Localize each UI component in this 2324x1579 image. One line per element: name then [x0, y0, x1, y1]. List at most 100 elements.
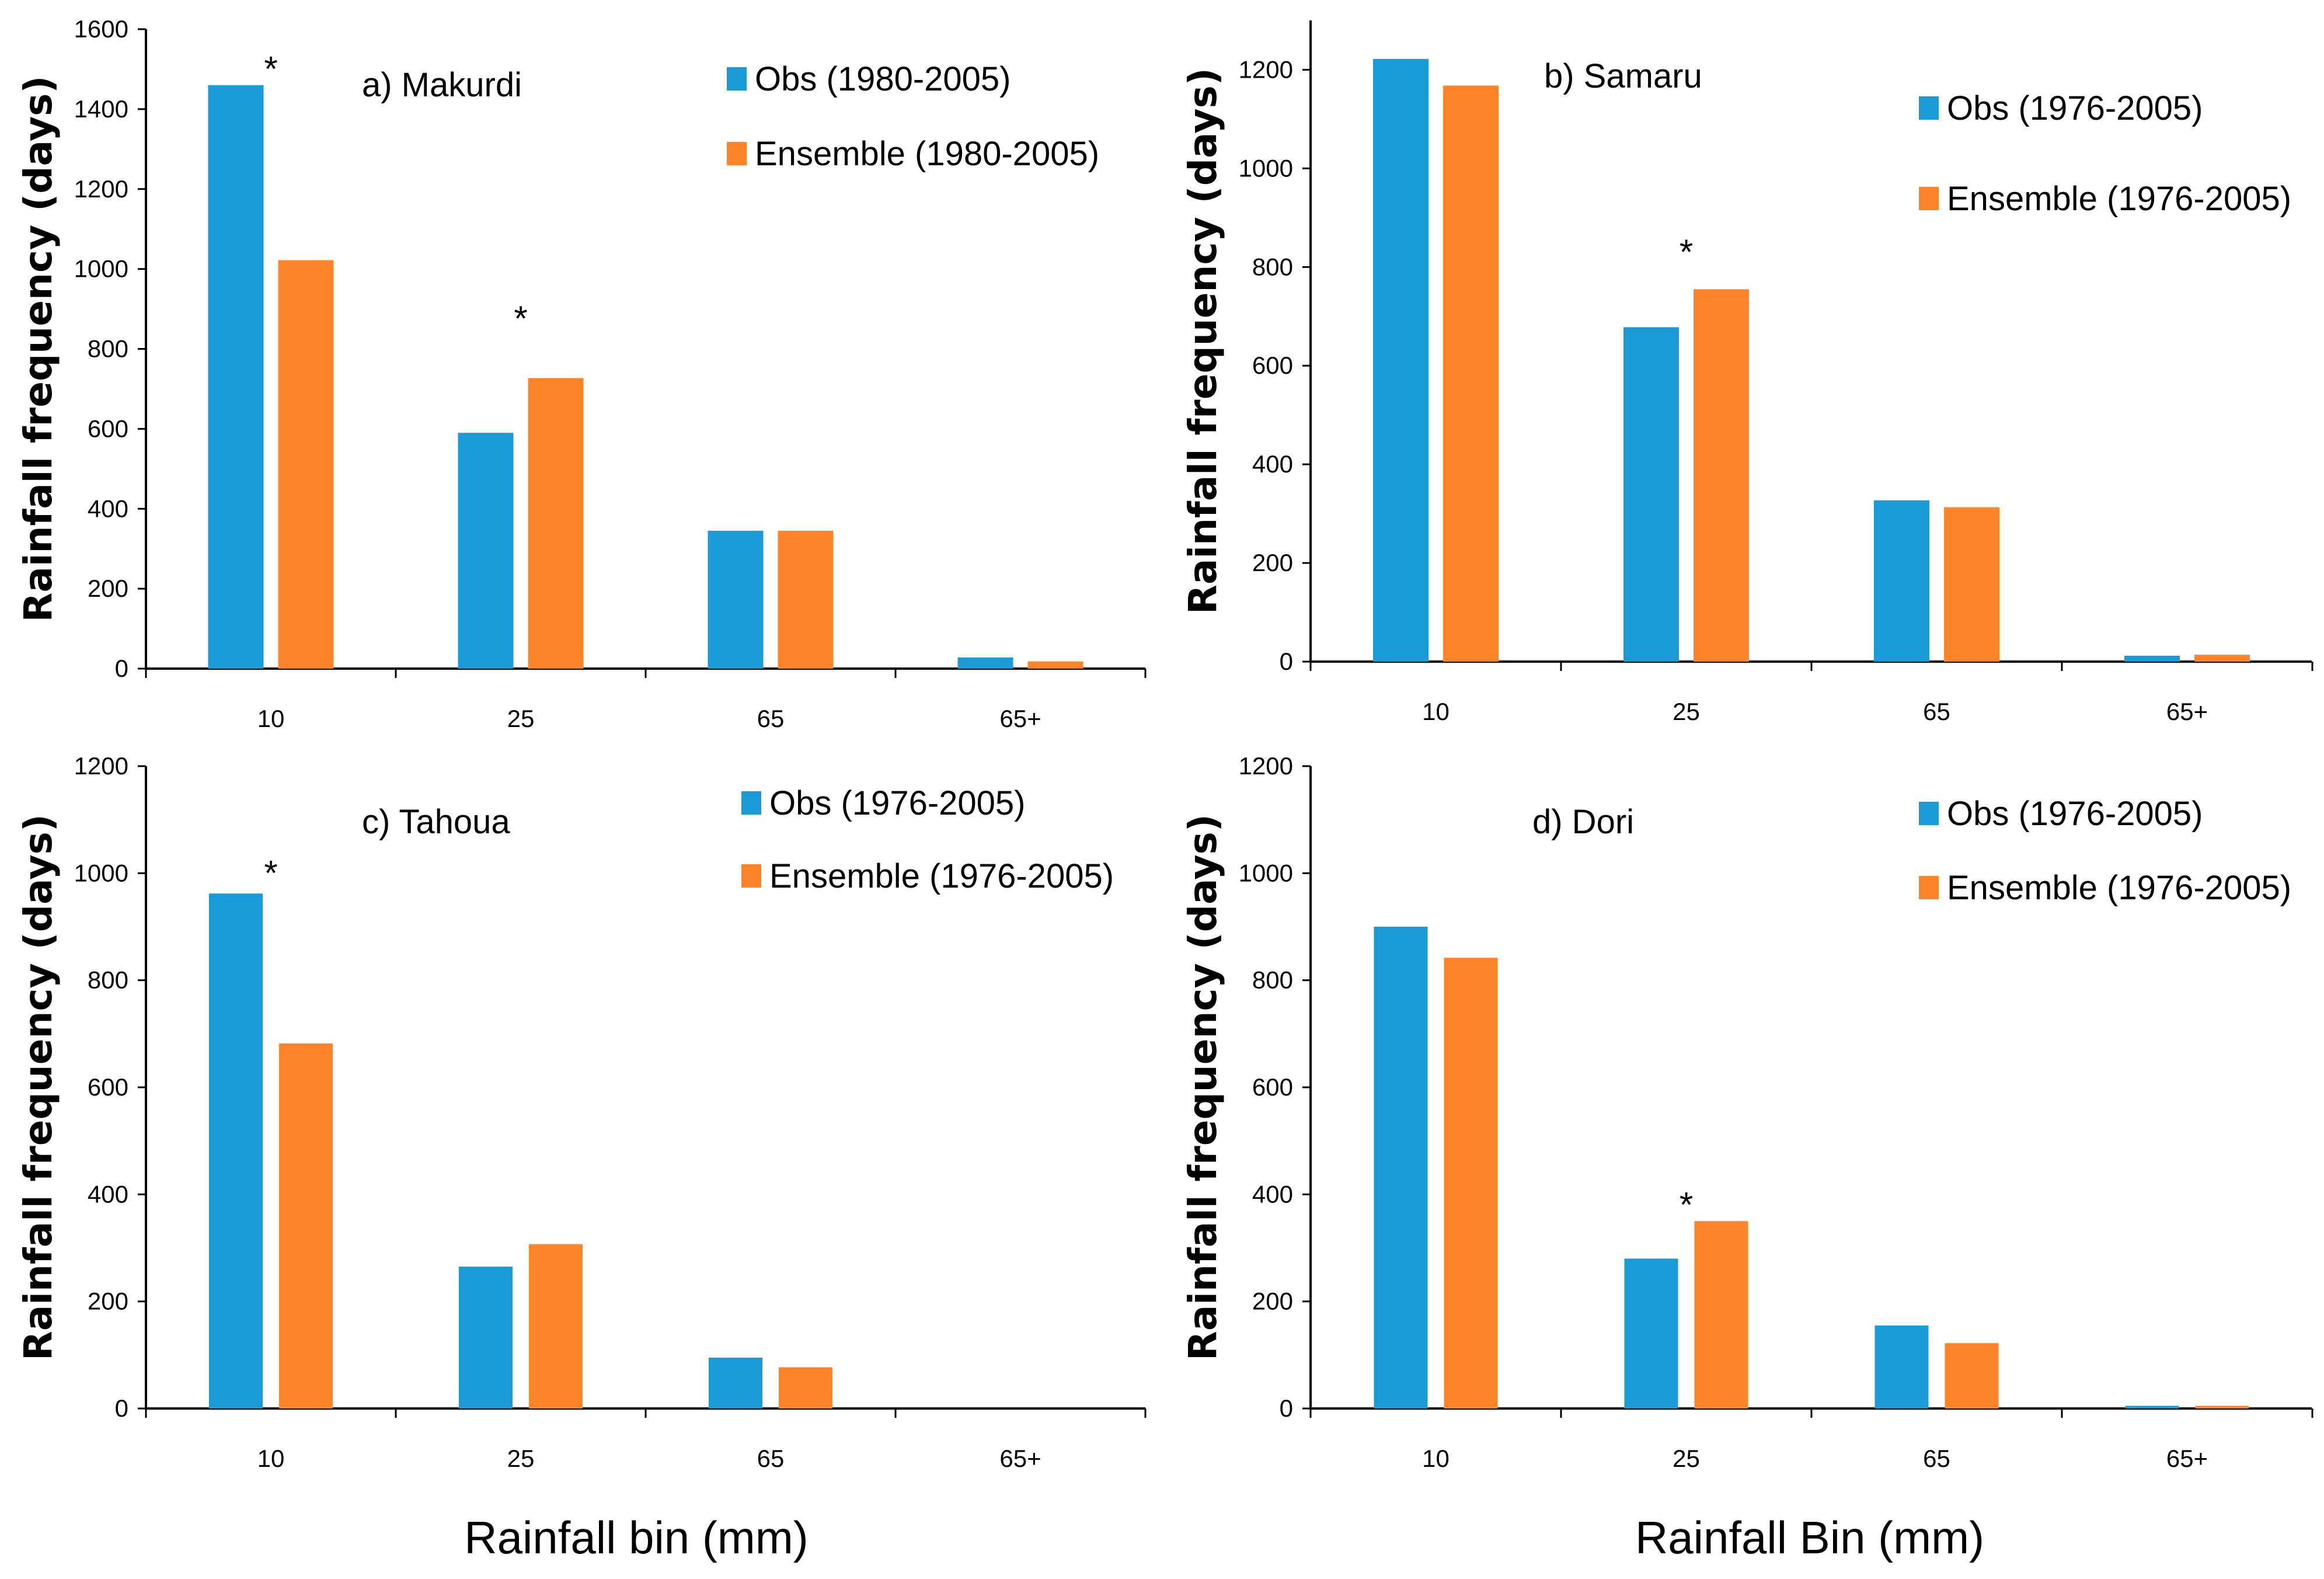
legend-label-ensemble: Ensemble (1976-2005) [1947, 869, 2291, 907]
bar-ensemble [1694, 289, 1749, 662]
legend-swatch-obs [741, 791, 761, 815]
legend-label-ensemble: Ensemble (1976-2005) [769, 857, 1114, 895]
chart-panel-4: 0 200 400 600 800 1000 1200 10 25 65 65+ * Rainfall … [1180, 752, 2313, 1472]
legend-swatch-ensemble [1919, 187, 1939, 210]
y-tick-label: 1200 [1239, 55, 1293, 83]
y-tick-label: 0 [115, 655, 128, 682]
chart-panel-3: 0 200 400 600 800 1000 1200 10 25 65 65+ * Rainfall … [16, 752, 1147, 1472]
legend-swatch-obs [1919, 96, 1939, 120]
bar-ensemble [1443, 85, 1499, 662]
y-tick-label: 1000 [74, 255, 128, 283]
x-tick-label: 65+ [2166, 698, 2208, 725]
x-tick-label: 65+ [999, 1445, 1041, 1472]
y-axis-label: Rainfall frequency (days) [1180, 68, 1225, 614]
bar-ensemble [778, 530, 834, 669]
x-tick-label: 25 [1673, 698, 1700, 725]
panel-title: c) Tahoua [362, 803, 510, 841]
significance-marker: * [264, 853, 277, 892]
bar-obs [1374, 927, 1428, 1408]
x-axis-label-right: Rainfall Bin (mm) [1635, 1512, 1984, 1563]
y-tick-label: 200 [1252, 1288, 1293, 1315]
y-tick-label: 400 [88, 495, 128, 522]
bar-obs [2125, 1406, 2179, 1408]
x-tick-label: 65 [1923, 698, 1950, 725]
bar-obs [209, 893, 263, 1408]
y-axis-label: Rainfall frequency (days) [16, 76, 61, 622]
x-tick-label: 10 [1422, 698, 1450, 725]
bar-ensemble [1944, 507, 1999, 662]
bar-obs [2124, 655, 2180, 662]
panel-title: a) Makurdi [362, 66, 522, 104]
y-tick-label: 200 [88, 575, 128, 602]
y-axis-label: Rainfall frequency (days) [1180, 814, 1225, 1361]
bar-ensemble [279, 1043, 333, 1408]
legend-label-ensemble: Ensemble (1976-2005) [1947, 180, 2291, 218]
x-tick-label: 10 [257, 705, 285, 732]
y-tick-label: 600 [1252, 1073, 1293, 1101]
y-tick-label: 400 [1252, 1180, 1293, 1208]
bar-ensemble [528, 378, 584, 669]
panel-title: d) Dori [1532, 803, 1634, 841]
y-tick-label: 800 [1252, 253, 1293, 280]
bar-ensemble [1444, 958, 1498, 1408]
legend-swatch-obs [727, 67, 747, 91]
x-axis-label-left: Rainfall bin (mm) [464, 1512, 808, 1563]
y-tick-label: 1000 [1239, 154, 1293, 182]
y-tick-label: 0 [1280, 1394, 1293, 1422]
y-tick-label: 1200 [74, 175, 128, 203]
y-tick-label: 800 [88, 335, 128, 363]
y-tick-label: 1600 [74, 15, 128, 43]
x-tick-label: 65+ [2166, 1445, 2208, 1472]
bar-obs [1373, 58, 1428, 662]
panel-title: b) Samaru [1544, 57, 1702, 95]
y-axis-label: Rainfall frequency (days) [16, 814, 61, 1361]
y-tick-label: 600 [88, 1073, 128, 1101]
bar-obs [1623, 327, 1679, 662]
x-tick-label: 25 [507, 1445, 535, 1472]
x-tick-label: 65 [1923, 1445, 1950, 1472]
legend-swatch-ensemble [741, 864, 761, 888]
legend-label-obs: Obs (1980-2005) [755, 60, 1011, 98]
y-tick-label: 600 [1252, 352, 1293, 379]
bar-obs [458, 433, 514, 669]
legend-swatch-ensemble [727, 142, 747, 165]
significance-marker: * [514, 299, 527, 338]
bar-ensemble [2195, 1406, 2249, 1408]
significance-marker: * [264, 49, 277, 88]
chart-panel-1: 0 200 400 600 800 1000 1200 1400 1600 10 25 65 65+ * *… [16, 15, 1147, 732]
chart-panel-2: 0 200 400 600 800 1000 1200 10 25 65 65+ * Rainfall … [1180, 20, 2313, 725]
x-tick-label: 25 [507, 705, 535, 732]
bar-ensemble [278, 260, 334, 669]
y-tick-label: 800 [1252, 966, 1293, 994]
y-tick-label: 400 [88, 1180, 128, 1208]
y-tick-label: 1400 [74, 95, 128, 123]
legend-label-obs: Obs (1976-2005) [1947, 795, 2203, 833]
bar-obs [709, 1357, 762, 1408]
y-tick-label: 0 [115, 1394, 128, 1422]
legend-swatch-ensemble [1919, 876, 1939, 899]
bar-ensemble [2194, 655, 2250, 662]
x-tick-label: 65 [757, 1445, 785, 1472]
bar-obs [1624, 1258, 1678, 1408]
x-tick-label: 25 [1673, 1445, 1700, 1472]
x-tick-label: 10 [1422, 1445, 1450, 1472]
bar-obs [708, 530, 764, 669]
y-tick-label: 600 [88, 415, 128, 442]
legend-label-ensemble: Ensemble (1980-2005) [755, 135, 1099, 173]
y-tick-label: 1200 [74, 752, 128, 780]
bar-obs [957, 657, 1013, 669]
y-tick-label: 0 [1280, 648, 1293, 675]
y-tick-label: 1200 [1239, 752, 1293, 780]
y-tick-label: 1000 [74, 859, 128, 886]
bar-obs [1874, 500, 1929, 662]
y-tick-label: 200 [88, 1288, 128, 1315]
x-tick-label: 65+ [999, 705, 1041, 732]
x-tick-label: 65 [757, 705, 785, 732]
bar-obs [1874, 1325, 1929, 1408]
y-tick-label: 800 [88, 966, 128, 994]
significance-marker: * [1680, 232, 1693, 272]
bar-ensemble [779, 1367, 832, 1408]
bar-obs [459, 1267, 513, 1408]
